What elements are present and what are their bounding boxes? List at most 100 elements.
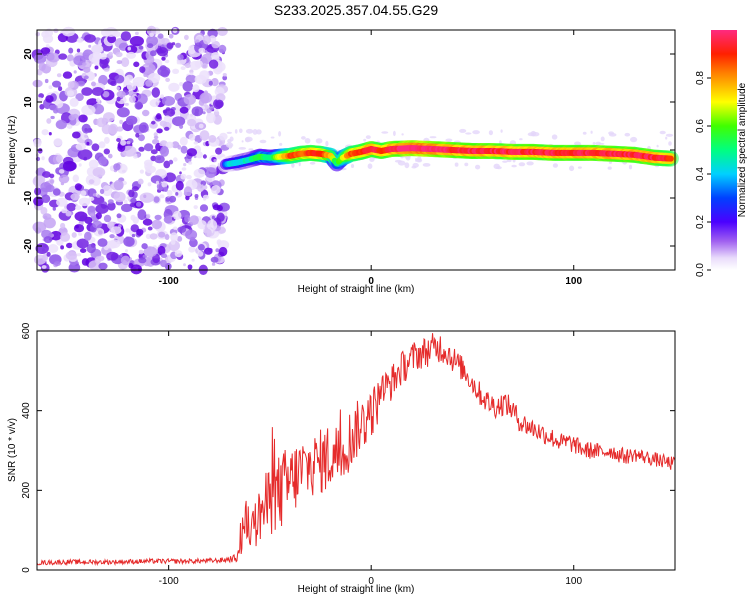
faint-speckle: [472, 130, 480, 135]
colorbar-tick-label: 0.8: [695, 71, 706, 85]
faint-speckle: [607, 166, 612, 170]
noise-blob: [175, 42, 182, 48]
noise-blob: [137, 178, 144, 185]
noise-blob: [193, 168, 206, 178]
faint-speckle: [445, 138, 453, 142]
spectrogram-noise-layer: [31, 25, 674, 275]
noise-blob: [49, 179, 55, 184]
noise-blob: [40, 207, 48, 215]
noise-blob: [143, 159, 153, 167]
noise-blob: [42, 50, 48, 56]
noise-blob: [125, 249, 128, 253]
noise-blob: [146, 213, 151, 219]
noise-blob: [203, 197, 207, 201]
noise-blob: [78, 114, 88, 123]
noise-blob: [213, 159, 217, 163]
noise-blob: [151, 219, 163, 230]
faint-speckle: [350, 164, 355, 168]
noise-blob: [157, 33, 164, 39]
noise-blob: [66, 202, 77, 212]
faint-speckle: [577, 166, 582, 169]
noise-blob: [160, 146, 169, 157]
noise-blob: [44, 78, 49, 84]
noise-blob: [43, 236, 53, 244]
noise-blob: [183, 263, 186, 267]
noise-blob: [76, 48, 81, 53]
faint-speckle: [325, 140, 329, 147]
noise-blob: [161, 38, 170, 45]
faint-speckle: [381, 131, 389, 134]
noise-blob: [177, 54, 184, 61]
noise-blob: [120, 139, 127, 146]
faint-speckle: [301, 136, 306, 140]
noise-blob: [113, 191, 126, 203]
noise-blob: [160, 259, 167, 268]
noise-blob: [176, 60, 180, 65]
noise-blob: [153, 196, 160, 203]
faint-speckle: [397, 160, 406, 166]
noise-blob: [163, 215, 173, 224]
noise-blob: [38, 62, 46, 71]
noise-blob: [208, 59, 219, 69]
noise-blob: [142, 109, 150, 117]
faint-speckle: [569, 165, 575, 172]
x-tick-label: -100: [159, 276, 179, 287]
x-tick-label: -100: [159, 576, 179, 587]
noise-blob: [50, 115, 55, 120]
noise-blob: [34, 187, 42, 196]
faint-speckle: [499, 140, 502, 145]
noise-blob: [216, 239, 222, 246]
noise-blob: [107, 202, 116, 211]
faint-speckle: [506, 159, 512, 163]
faint-speckle: [404, 162, 410, 169]
noise-blob: [108, 123, 119, 135]
faint-speckle: [552, 163, 559, 168]
noise-blob: [151, 87, 160, 98]
faint-speckle: [279, 142, 283, 146]
noise-blob: [88, 44, 92, 48]
noise-blob: [139, 66, 146, 73]
noise-blob: [214, 108, 219, 112]
noise-blob: [60, 232, 71, 242]
snr-y-ticks: 0 200 400 600: [21, 322, 675, 573]
noise-blob: [170, 232, 179, 242]
noise-blob: [210, 256, 219, 263]
noise-blob: [89, 213, 95, 217]
noise-blob: [52, 188, 61, 196]
noise-blob: [116, 60, 123, 65]
noise-blob: [65, 251, 78, 260]
noise-blob: [58, 169, 65, 174]
noise-blob: [94, 256, 102, 265]
faint-speckle: [592, 142, 596, 145]
noise-blob: [197, 186, 204, 192]
faint-speckle: [590, 130, 593, 134]
faint-speckle: [500, 129, 503, 133]
noise-blob: [127, 46, 131, 51]
noise-blob: [164, 234, 170, 240]
noise-blob: [135, 132, 140, 138]
noise-blob: [188, 133, 196, 141]
noise-blob: [183, 186, 193, 197]
colorbar-tick-label: 0.0: [695, 263, 706, 277]
faint-speckle: [496, 166, 502, 170]
faint-speckle: [245, 128, 254, 134]
faint-speckle: [415, 157, 418, 162]
noise-blob: [120, 253, 123, 257]
noise-blob: [66, 242, 73, 249]
noise-blob: [159, 142, 164, 147]
noise-blob: [34, 254, 47, 265]
noise-blob: [202, 154, 207, 159]
noise-blob: [138, 45, 144, 50]
noise-blob: [153, 135, 159, 140]
noise-blob: [119, 119, 123, 125]
noise-blob: [117, 143, 126, 152]
noise-blob: [67, 81, 75, 89]
noise-blob: [88, 196, 95, 201]
y-tick-label: 600: [21, 322, 32, 339]
noise-blob: [74, 183, 82, 191]
noise-blob: [138, 122, 149, 133]
noise-blob: [48, 85, 53, 90]
noise-blob: [191, 106, 204, 117]
faint-speckle: [630, 136, 638, 143]
noise-blob: [197, 220, 207, 230]
